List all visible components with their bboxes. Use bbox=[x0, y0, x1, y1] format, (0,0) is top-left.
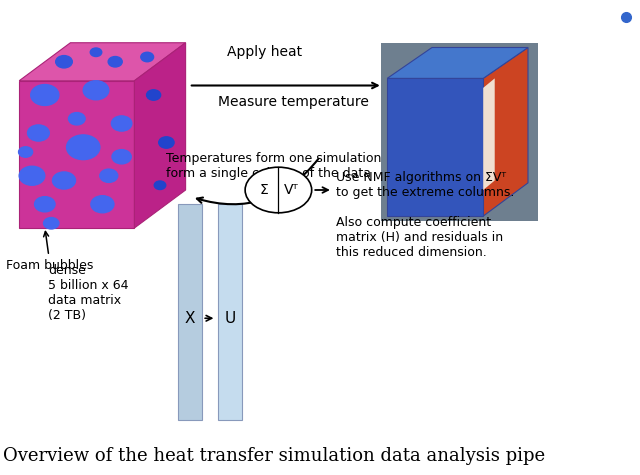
Polygon shape bbox=[483, 48, 528, 216]
Circle shape bbox=[19, 166, 45, 185]
Text: dense
5 billion x 64
data matrix
(2 TB): dense 5 billion x 64 data matrix (2 TB) bbox=[48, 264, 129, 322]
Text: X: X bbox=[185, 311, 195, 326]
Circle shape bbox=[35, 197, 55, 212]
Circle shape bbox=[52, 172, 76, 189]
Circle shape bbox=[100, 169, 118, 182]
Circle shape bbox=[141, 52, 154, 62]
Circle shape bbox=[91, 196, 114, 213]
Circle shape bbox=[68, 113, 85, 125]
Circle shape bbox=[44, 218, 59, 229]
Text: Use NMF algorithms on ΣVᵀ
to get the extreme columns.: Use NMF algorithms on ΣVᵀ to get the ext… bbox=[336, 171, 515, 199]
Circle shape bbox=[111, 116, 132, 131]
Polygon shape bbox=[134, 43, 186, 228]
Polygon shape bbox=[19, 81, 134, 228]
Text: Also compute coefficient
matrix (H) and residuals in
this reduced dimension.: Also compute coefficient matrix (H) and … bbox=[336, 216, 503, 259]
Circle shape bbox=[159, 137, 174, 148]
Circle shape bbox=[83, 81, 109, 100]
Ellipse shape bbox=[245, 167, 312, 213]
Text: Foam bubbles: Foam bubbles bbox=[6, 231, 94, 272]
Bar bbox=[178, 204, 202, 420]
Circle shape bbox=[19, 147, 33, 157]
Circle shape bbox=[108, 57, 122, 67]
Text: Σ: Σ bbox=[260, 183, 269, 197]
Text: Apply heat: Apply heat bbox=[227, 46, 302, 59]
Circle shape bbox=[28, 125, 49, 141]
Text: Temperatures form one simulation
form a single column of the data: Temperatures form one simulation form a … bbox=[166, 152, 382, 180]
Bar bbox=[218, 204, 242, 420]
Polygon shape bbox=[387, 48, 528, 78]
Circle shape bbox=[67, 135, 100, 160]
Circle shape bbox=[90, 48, 102, 57]
Polygon shape bbox=[483, 78, 495, 190]
Polygon shape bbox=[19, 43, 186, 81]
Text: Overview of the heat transfer simulation data analysis pipe: Overview of the heat transfer simulation… bbox=[3, 446, 545, 465]
Text: U: U bbox=[224, 311, 236, 326]
Circle shape bbox=[112, 150, 131, 164]
Circle shape bbox=[147, 90, 161, 100]
Polygon shape bbox=[387, 78, 483, 216]
Text: Measure temperature: Measure temperature bbox=[218, 95, 369, 109]
Circle shape bbox=[154, 181, 166, 190]
Circle shape bbox=[56, 56, 72, 68]
Bar bbox=[381, 43, 538, 221]
Circle shape bbox=[31, 85, 59, 105]
Text: Vᵀ: Vᵀ bbox=[284, 183, 299, 197]
